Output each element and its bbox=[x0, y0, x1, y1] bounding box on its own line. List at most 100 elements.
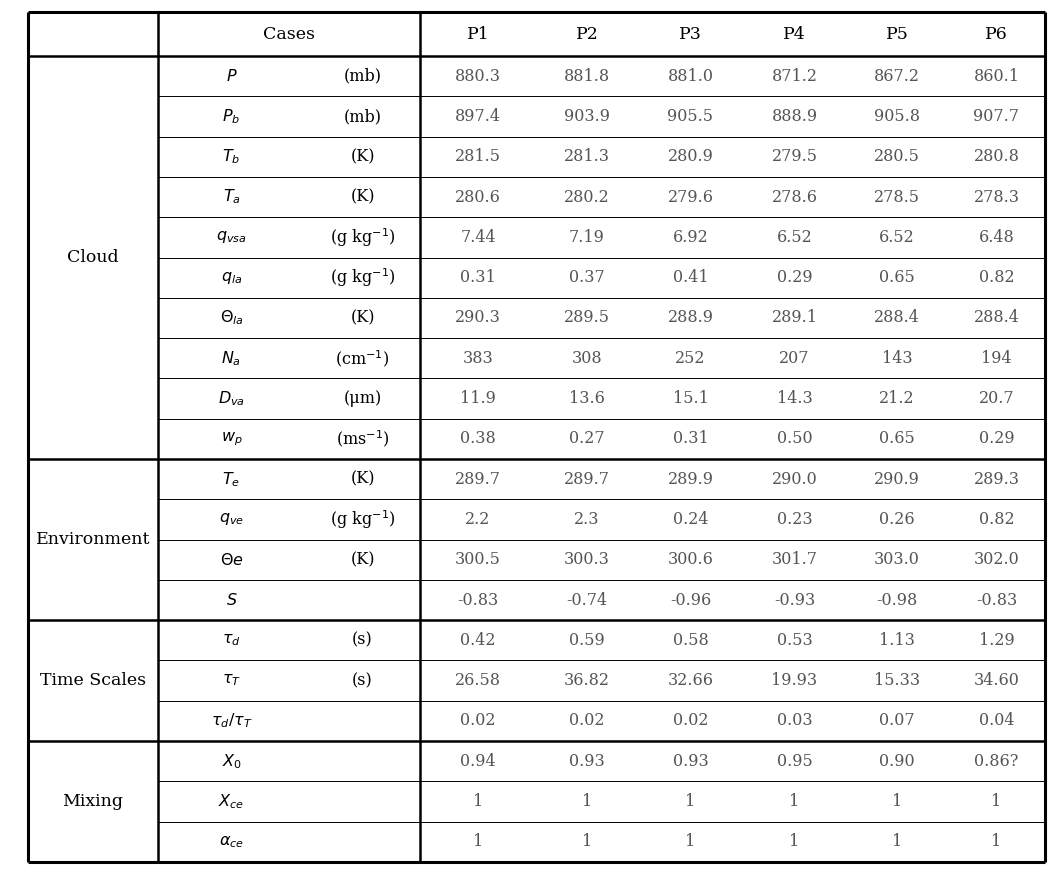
Text: 888.9: 888.9 bbox=[772, 108, 817, 125]
Text: $q_{la}$: $q_{la}$ bbox=[221, 269, 242, 286]
Text: 0.94: 0.94 bbox=[460, 752, 495, 770]
Text: 0.31: 0.31 bbox=[673, 430, 708, 447]
Text: 0.42: 0.42 bbox=[460, 632, 495, 649]
Text: 303.0: 303.0 bbox=[874, 551, 919, 568]
Text: 278.5: 278.5 bbox=[874, 188, 919, 206]
Text: -0.83: -0.83 bbox=[976, 591, 1017, 609]
Text: 1: 1 bbox=[790, 793, 799, 810]
Text: 0.50: 0.50 bbox=[777, 430, 812, 447]
Text: 14.3: 14.3 bbox=[777, 390, 812, 407]
Text: -0.83: -0.83 bbox=[457, 591, 499, 609]
Text: 289.3: 289.3 bbox=[974, 471, 1019, 488]
Text: (cm$^{-1}$): (cm$^{-1}$) bbox=[335, 348, 390, 369]
Text: 19.93: 19.93 bbox=[772, 672, 817, 689]
Text: P5: P5 bbox=[885, 26, 909, 42]
Text: 1: 1 bbox=[992, 793, 1001, 810]
Text: $X_0$: $X_0$ bbox=[221, 752, 241, 771]
Text: 281.3: 281.3 bbox=[564, 148, 610, 165]
Text: Cases: Cases bbox=[263, 26, 315, 42]
Text: 0.02: 0.02 bbox=[570, 713, 605, 730]
Text: $P_b$: $P_b$ bbox=[222, 107, 240, 126]
Text: 0.41: 0.41 bbox=[673, 269, 708, 286]
Text: $D_{va}$: $D_{va}$ bbox=[218, 389, 244, 408]
Text: 2.2: 2.2 bbox=[466, 511, 491, 528]
Text: 281.5: 281.5 bbox=[455, 148, 501, 165]
Text: 6.92: 6.92 bbox=[673, 229, 708, 246]
Text: 36.82: 36.82 bbox=[564, 672, 610, 689]
Text: Mixing: Mixing bbox=[63, 793, 123, 810]
Text: P1: P1 bbox=[467, 26, 489, 42]
Text: 300.3: 300.3 bbox=[564, 551, 610, 568]
Text: 1: 1 bbox=[686, 793, 695, 810]
Text: (K): (K) bbox=[350, 551, 375, 568]
Text: 1: 1 bbox=[581, 833, 592, 850]
Text: 905.5: 905.5 bbox=[668, 108, 713, 125]
Text: -0.98: -0.98 bbox=[876, 591, 917, 609]
Text: 0.82: 0.82 bbox=[979, 511, 1014, 528]
Text: 860.1: 860.1 bbox=[974, 68, 1019, 84]
Text: $S$: $S$ bbox=[225, 592, 237, 608]
Text: 289.9: 289.9 bbox=[668, 471, 713, 488]
Text: $T_a$: $T_a$ bbox=[222, 187, 240, 207]
Text: 0.37: 0.37 bbox=[569, 269, 605, 286]
Text: (μm): (μm) bbox=[343, 390, 382, 407]
Text: 0.38: 0.38 bbox=[460, 430, 495, 447]
Text: 308: 308 bbox=[572, 349, 603, 367]
Text: 280.6: 280.6 bbox=[455, 188, 501, 206]
Text: 905.8: 905.8 bbox=[874, 108, 919, 125]
Text: $q_{vsa}$: $q_{vsa}$ bbox=[216, 230, 247, 246]
Text: 0.23: 0.23 bbox=[777, 511, 812, 528]
Text: 252: 252 bbox=[675, 349, 706, 367]
Text: 7.19: 7.19 bbox=[569, 229, 605, 246]
Text: 32.66: 32.66 bbox=[668, 672, 713, 689]
Text: P3: P3 bbox=[679, 26, 702, 42]
Text: 278.3: 278.3 bbox=[974, 188, 1019, 206]
Text: 15.1: 15.1 bbox=[673, 390, 708, 407]
Text: 0.65: 0.65 bbox=[879, 269, 915, 286]
Text: 1: 1 bbox=[892, 793, 902, 810]
Text: 207: 207 bbox=[779, 349, 810, 367]
Text: 301.7: 301.7 bbox=[772, 551, 817, 568]
Text: 7.44: 7.44 bbox=[460, 229, 495, 246]
Text: 15.33: 15.33 bbox=[874, 672, 921, 689]
Text: P6: P6 bbox=[985, 26, 1008, 42]
Text: 0.29: 0.29 bbox=[777, 269, 812, 286]
Text: (K): (K) bbox=[350, 471, 375, 488]
Text: $w_p$: $w_p$ bbox=[221, 430, 242, 448]
Text: 26.58: 26.58 bbox=[455, 672, 501, 689]
Text: 302.0: 302.0 bbox=[974, 551, 1019, 568]
Text: Time Scales: Time Scales bbox=[40, 672, 146, 689]
Text: 289.5: 289.5 bbox=[564, 310, 610, 326]
Text: 881.8: 881.8 bbox=[564, 68, 610, 84]
Text: -0.93: -0.93 bbox=[774, 591, 815, 609]
Text: 0.93: 0.93 bbox=[673, 752, 708, 770]
Text: $T_e$: $T_e$ bbox=[222, 470, 240, 488]
Text: 289.1: 289.1 bbox=[772, 310, 817, 326]
Text: Cloud: Cloud bbox=[67, 249, 119, 266]
Text: 0.04: 0.04 bbox=[979, 713, 1014, 730]
Text: -0.74: -0.74 bbox=[567, 591, 608, 609]
Text: 0.26: 0.26 bbox=[879, 511, 915, 528]
Text: 0.02: 0.02 bbox=[673, 713, 708, 730]
Text: Environment: Environment bbox=[36, 532, 150, 548]
Text: $\tau_d/\tau_T$: $\tau_d/\tau_T$ bbox=[210, 712, 252, 730]
Text: 0.31: 0.31 bbox=[460, 269, 495, 286]
Text: 903.9: 903.9 bbox=[564, 108, 610, 125]
Text: 300.6: 300.6 bbox=[668, 551, 713, 568]
Text: 288.9: 288.9 bbox=[668, 310, 713, 326]
Text: 280.5: 280.5 bbox=[874, 148, 919, 165]
Text: (g kg$^{-1}$): (g kg$^{-1}$) bbox=[330, 508, 395, 531]
Text: (K): (K) bbox=[350, 188, 375, 206]
Text: 0.24: 0.24 bbox=[673, 511, 708, 528]
Text: $P$: $P$ bbox=[225, 68, 237, 84]
Text: 288.4: 288.4 bbox=[874, 310, 919, 326]
Text: 6.52: 6.52 bbox=[879, 229, 915, 246]
Text: 0.86?: 0.86? bbox=[975, 752, 1018, 770]
Text: 0.90: 0.90 bbox=[879, 752, 915, 770]
Text: (g kg$^{-1}$): (g kg$^{-1}$) bbox=[330, 267, 395, 289]
Text: 1.29: 1.29 bbox=[979, 632, 1014, 649]
Text: 1: 1 bbox=[892, 833, 902, 850]
Text: 0.58: 0.58 bbox=[673, 632, 708, 649]
Text: 290.0: 290.0 bbox=[772, 471, 817, 488]
Text: 1: 1 bbox=[790, 833, 799, 850]
